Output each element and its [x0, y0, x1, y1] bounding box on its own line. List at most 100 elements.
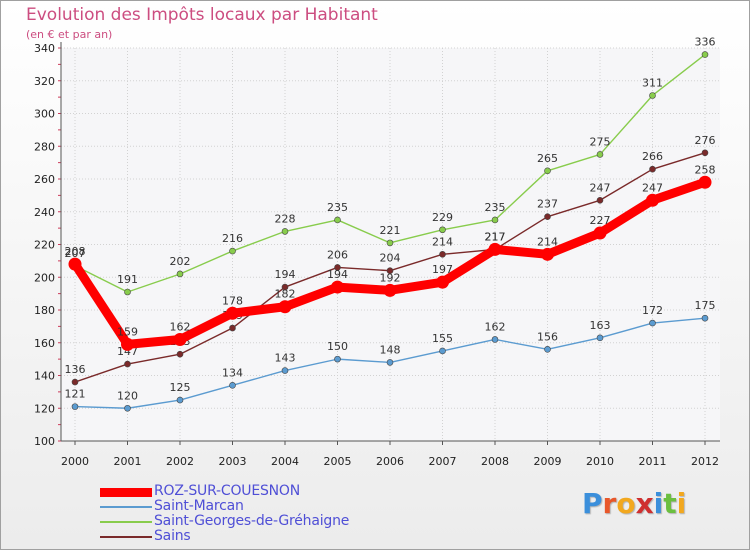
data-label-saint-georges-de-grehaigne: 216	[222, 232, 243, 245]
point-sains	[124, 360, 131, 368]
data-label-roz-sur-couesnon: 192	[380, 271, 401, 284]
y-tick-label: 140	[34, 370, 55, 383]
data-label-saint-georges-de-grehaigne: 235	[485, 201, 506, 214]
data-label-saint-marcan: 134	[222, 366, 243, 379]
data-label-sains: 136	[65, 363, 86, 376]
data-label-saint-marcan: 172	[642, 304, 663, 317]
point-saint-georges-de-grehaigne	[491, 216, 499, 224]
logo-letter: r	[602, 487, 617, 520]
point-sains	[176, 350, 184, 358]
data-label-saint-marcan: 143	[275, 352, 296, 365]
point-roz-sur-couesnon	[698, 175, 712, 189]
data-label-saint-marcan: 125	[170, 381, 191, 394]
logo-letter: o	[616, 487, 636, 520]
logo-letter: x	[635, 487, 654, 520]
logo-letter: i	[653, 487, 664, 520]
data-label-roz-sur-couesnon: 208	[65, 245, 86, 258]
point-roz-sur-couesnon	[383, 283, 397, 297]
data-label-saint-marcan: 155	[432, 332, 453, 345]
point-roz-sur-couesnon	[121, 337, 134, 351]
legend-swatch	[100, 488, 152, 497]
data-label-roz-sur-couesnon: 258	[695, 163, 716, 176]
legend-swatch	[100, 506, 152, 508]
data-label-saint-georges-de-grehaigne: 336	[695, 36, 716, 49]
x-tick-label: 2008	[481, 455, 509, 468]
point-roz-sur-couesnon	[278, 300, 292, 314]
data-label-sains: 247	[590, 181, 611, 194]
x-tick-label: 2010	[586, 455, 614, 468]
point-saint-marcan	[596, 334, 604, 342]
point-saint-marcan	[229, 382, 236, 389]
point-saint-marcan	[334, 355, 341, 363]
data-label-sains: 217	[485, 230, 506, 243]
point-sains	[701, 149, 709, 157]
point-saint-georges-de-grehaigne	[386, 239, 394, 247]
point-saint-georges-de-grehaigne	[124, 288, 131, 296]
point-roz-sur-couesnon	[646, 193, 659, 207]
point-roz-sur-couesnon	[436, 275, 449, 289]
point-roz-sur-couesnon	[541, 247, 554, 261]
data-label-saint-georges-de-grehaigne: 221	[380, 224, 401, 237]
point-roz-sur-couesnon	[68, 257, 82, 271]
point-saint-marcan	[439, 347, 446, 355]
data-label-roz-sur-couesnon: 162	[170, 320, 191, 333]
data-label-roz-sur-couesnon: 217	[485, 230, 506, 243]
data-label-roz-sur-couesnon: 182	[275, 288, 296, 301]
point-sains	[649, 165, 656, 173]
data-label-saint-marcan: 175	[695, 299, 716, 312]
point-sains	[386, 267, 394, 275]
x-tick-label: 2012	[691, 455, 719, 468]
data-label-sains: 204	[380, 252, 401, 265]
point-saint-marcan	[649, 319, 656, 327]
data-label-sains: 237	[537, 198, 558, 211]
data-label-saint-georges-de-grehaigne: 207	[65, 247, 86, 260]
chart-subtitle: (en € et par an)	[26, 28, 113, 41]
y-tick-label: 280	[34, 140, 55, 153]
y-tick-label: 240	[34, 206, 55, 219]
y-tick-label: 200	[34, 271, 55, 284]
legend-swatch	[100, 521, 152, 523]
point-sains	[439, 251, 446, 258]
point-saint-georges-de-grehaigne	[281, 228, 289, 235]
point-sains	[229, 324, 236, 332]
legend-label: ROZ-SUR-COUESNON	[154, 483, 301, 499]
data-label-sains: 276	[695, 134, 716, 147]
point-saint-georges-de-grehaigne	[596, 151, 604, 158]
point-roz-sur-couesnon	[226, 306, 239, 320]
point-saint-marcan	[386, 359, 394, 366]
legend-swatch	[100, 536, 152, 538]
data-label-saint-georges-de-grehaigne: 202	[170, 255, 191, 268]
data-label-roz-sur-couesnon: 178	[222, 294, 243, 307]
y-tick-label: 100	[34, 435, 55, 448]
point-roz-sur-couesnon	[488, 242, 502, 256]
data-label-saint-marcan: 163	[590, 319, 611, 332]
chart-title: Evolution des Impôts locaux par Habitant	[26, 5, 378, 25]
point-saint-georges-de-grehaigne	[229, 247, 236, 255]
data-label-sains: 214	[432, 235, 453, 248]
x-tick-label: 2006	[376, 455, 404, 468]
data-label-saint-georges-de-grehaigne: 235	[327, 201, 348, 214]
data-label-roz-sur-couesnon: 227	[590, 214, 611, 227]
point-saint-georges-de-grehaigne	[334, 216, 341, 224]
point-saint-marcan	[701, 314, 709, 322]
point-saint-georges-de-grehaigne	[701, 51, 709, 58]
data-label-sains: 206	[327, 248, 348, 261]
legend-label: Saint-Georges-de-Gréhaigne	[154, 513, 350, 529]
point-saint-marcan	[491, 336, 499, 343]
x-tick-label: 2005	[324, 455, 352, 468]
legend-label: Sains	[154, 528, 191, 544]
data-label-roz-sur-couesnon: 194	[327, 268, 348, 281]
point-saint-georges-de-grehaigne	[649, 92, 656, 99]
point-sains	[71, 378, 79, 386]
y-tick-label: 160	[34, 337, 55, 350]
proxiti-logo: Proxiti	[582, 487, 686, 520]
data-label-saint-georges-de-grehaigne: 229	[432, 211, 453, 224]
data-label-sains: 266	[642, 150, 663, 163]
y-tick-label: 220	[34, 239, 55, 252]
point-roz-sur-couesnon	[331, 280, 344, 294]
x-tick-label: 2004	[271, 455, 299, 468]
data-label-sains: 194	[275, 268, 296, 281]
logo-letter: P	[582, 487, 603, 520]
data-label-saint-georges-de-grehaigne: 275	[590, 135, 611, 148]
point-saint-marcan	[281, 367, 289, 374]
